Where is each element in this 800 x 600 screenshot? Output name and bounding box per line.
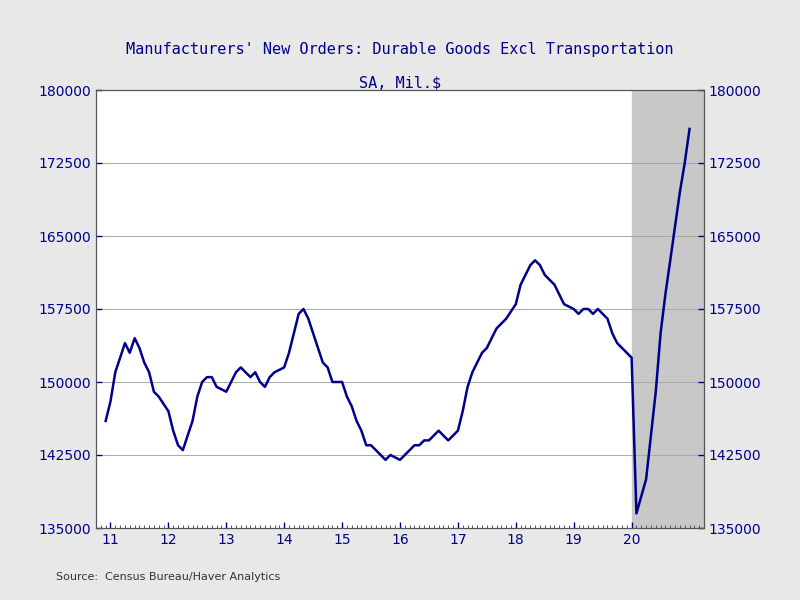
Text: SA, Mil.$: SA, Mil.$ <box>359 75 441 90</box>
Text: Source:  Census Bureau/Haver Analytics: Source: Census Bureau/Haver Analytics <box>56 572 280 582</box>
Text: Manufacturers' New Orders: Durable Goods Excl Transportation: Manufacturers' New Orders: Durable Goods… <box>126 42 674 57</box>
Bar <box>632 90 704 528</box>
